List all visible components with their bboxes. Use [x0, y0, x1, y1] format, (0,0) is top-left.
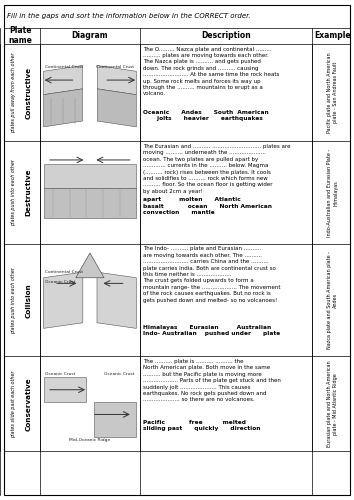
Polygon shape: [76, 253, 104, 278]
Text: Nazca plate and South American plate -
Andes: Nazca plate and South American plate - A…: [327, 252, 338, 349]
Text: Description: Description: [201, 31, 251, 40]
Text: Conservative: Conservative: [26, 377, 32, 431]
Text: Himalayas      Eurasian         Australian
Indo- Australian    pushed under     : Himalayas Eurasian Australian Indo- Aust…: [143, 325, 280, 336]
Text: The .......... plate is .......... .......... the
North American plate. Both mov: The .......... plate is .......... .....…: [143, 359, 280, 403]
Polygon shape: [44, 272, 83, 328]
Text: The O......... Nazca plate and continental .........
.......... plates are movin: The O......... Nazca plate and continent…: [143, 46, 279, 96]
Polygon shape: [44, 66, 82, 94]
Text: The Indo- .......... plate and Eurasian ..........
are moving towards each other: The Indo- .......... plate and Eurasian …: [143, 246, 280, 302]
Text: Eurasian plate and North American
plate - Mid Atlantic Ridge: Eurasian plate and North American plate …: [327, 360, 338, 448]
Text: Indo-Australian and Eurasian Plate -
Himalayas: Indo-Australian and Eurasian Plate - Him…: [327, 148, 338, 237]
Text: Diagram: Diagram: [72, 31, 108, 40]
Text: Continental Crust: Continental Crust: [45, 270, 84, 274]
Text: Oceanic Crust: Oceanic Crust: [45, 372, 76, 376]
Polygon shape: [97, 66, 136, 94]
Text: Pacific            free          melted
sliding past      quickly      direction: Pacific free melted sliding past quickly…: [143, 420, 260, 432]
Polygon shape: [44, 164, 136, 188]
Text: Collision: Collision: [26, 283, 32, 318]
Text: Oceanic Crust: Oceanic Crust: [45, 280, 76, 284]
Text: Oceanic Crust: Oceanic Crust: [104, 372, 135, 376]
Text: Continental Crust: Continental Crust: [96, 66, 135, 70]
Text: plates push into each other: plates push into each other: [11, 160, 16, 226]
Text: Continental Crust: Continental Crust: [45, 66, 84, 70]
Text: The Eurasian and .......... ............................ plates are
moving .....: The Eurasian and .......... ............…: [143, 144, 290, 194]
Polygon shape: [44, 378, 86, 402]
Text: Plate
name: Plate name: [8, 26, 32, 46]
Text: Fill in the gaps and sort the information below in the CORRECT order.: Fill in the gaps and sort the informatio…: [7, 12, 251, 18]
Text: plates slide past each other: plates slide past each other: [11, 370, 16, 438]
Text: plates pull away from each other: plates pull away from each other: [11, 52, 16, 133]
Text: Oceanic      Andes      South  American
       jolts      heavier      earthquak: Oceanic Andes South American jolts heavi…: [143, 110, 268, 122]
Polygon shape: [97, 89, 136, 127]
Text: plates push into each other: plates push into each other: [11, 267, 16, 334]
Text: Mid-Oceanic Ridge: Mid-Oceanic Ridge: [69, 438, 110, 442]
Text: Destructive: Destructive: [26, 169, 32, 216]
Text: Example: Example: [314, 31, 351, 40]
Polygon shape: [44, 89, 82, 127]
Polygon shape: [93, 402, 136, 437]
Polygon shape: [97, 272, 136, 328]
Text: Pacific plate and North American
plate - San Andreas Fault: Pacific plate and North American plate -…: [327, 52, 338, 133]
Polygon shape: [44, 188, 136, 218]
Text: Constructive: Constructive: [26, 66, 32, 119]
Text: apart         molten      Atlantic
basalt            ocean      North American
c: apart molten Atlantic basalt ocean North…: [143, 198, 272, 215]
